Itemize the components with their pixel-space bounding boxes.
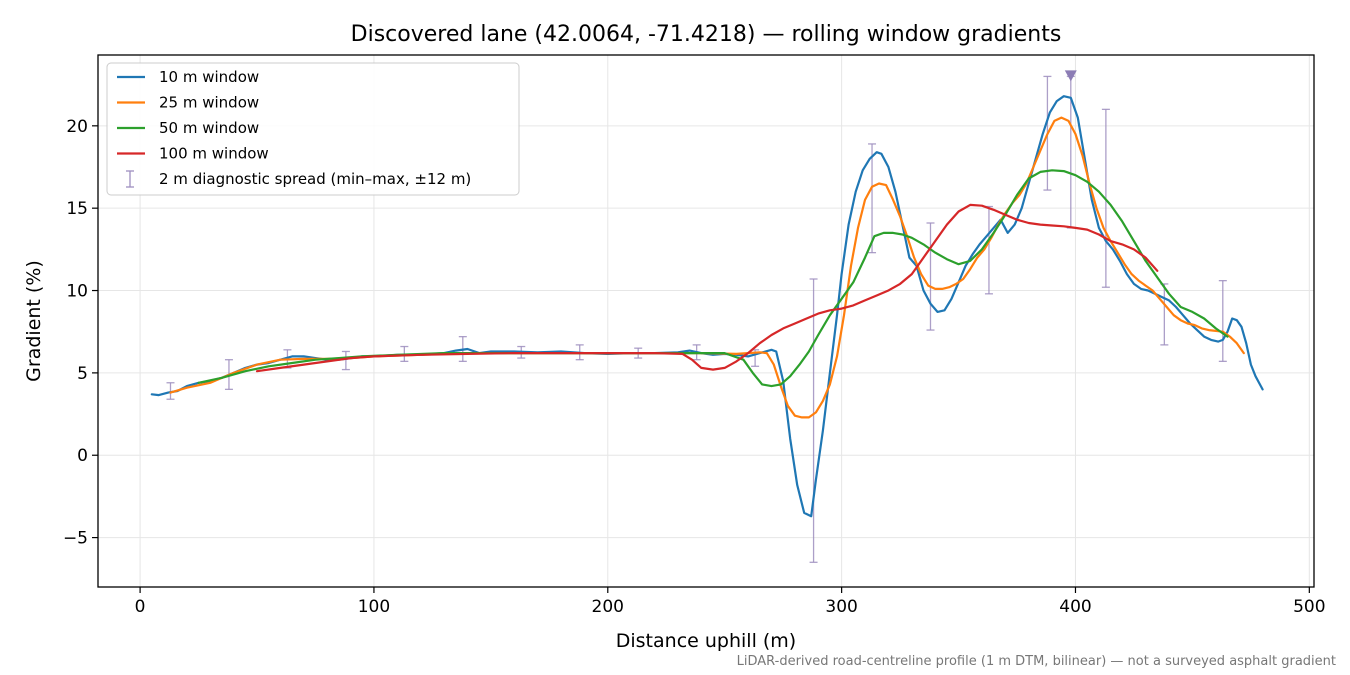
legend-label: 10 m window [159,68,259,86]
error-bar [166,382,175,400]
legend-entry: 50 m window [117,119,259,137]
y-tick-label: 15 [66,199,88,219]
error-bar [341,350,350,371]
legend-label: 50 m window [159,119,259,137]
y-axis: −5 0 5 10 15 20 [63,117,98,549]
plot-area [150,70,1264,563]
x-tick-label: 500 [1293,597,1325,617]
peak-marker [1064,70,1077,82]
y-tick-label: 0 [77,446,88,466]
x-tick-label: 200 [592,597,624,617]
series-line [255,203,1159,373]
legend-label: 25 m window [159,94,259,112]
legend-entry: 2 m diagnostic spread (min–max, ±12 m) [126,170,471,188]
y-axis-label: Gradient (%) [23,260,45,382]
axes-frame [97,54,1315,588]
x-tick-label: 0 [135,597,146,617]
legend-label: 2 m diagnostic spread (min–max, ±12 m) [159,170,471,188]
x-tick-label: 300 [825,597,857,617]
error-bar [868,143,877,254]
footnote: LiDAR-derived road-centreline profile (1… [737,654,1336,669]
y-tick-label: −5 [63,529,88,549]
y-tick-label: 10 [66,282,88,302]
error-bar [809,278,818,563]
legend-entry: 100 m window [117,145,269,163]
legend-box [106,62,520,196]
error-bar [926,222,935,331]
x-tick-label: 100 [358,597,390,617]
legend-entry: 25 m window [117,94,259,112]
x-axis: 0 100 200 300 400 500 [135,587,1326,617]
chart-title: Discovered lane (42.0064, -71.4218) — ro… [351,22,1062,47]
grid [98,55,1314,587]
error-bar [1218,279,1227,363]
y-tick-label: 20 [66,117,88,137]
x-tick-label: 400 [1059,597,1091,617]
legend-entry: 10 m window [117,68,259,86]
legend-label: 100 m window [159,145,269,163]
legend: 10 m window 25 m window 50 m window 100 m w… [106,62,520,196]
x-axis-label: Distance uphill (m) [616,630,796,652]
y-tick-label: 5 [77,364,88,384]
